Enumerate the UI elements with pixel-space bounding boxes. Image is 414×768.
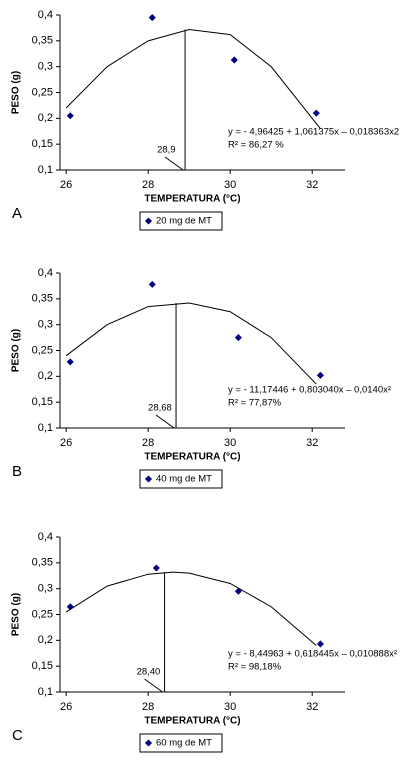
y-tick-label: 0,25 [32,86,53,98]
x-tick-label: 26 [60,179,72,191]
panel-label: C [12,727,23,744]
x-axis-label: TEMPERATURA (°C) [144,716,240,727]
y-axis-label: PESO (g) [11,593,22,636]
y-tick-label: 0,15 [32,396,53,408]
y-axis-label: PESO (g) [11,329,22,372]
data-point [148,14,156,22]
y-tick-label: 0,4 [38,531,53,543]
y-tick-label: 0,15 [32,660,53,672]
panel-label: B [12,463,22,480]
x-tick-label: 28 [142,179,154,191]
equation: R² = 98,18% [228,662,282,673]
x-tick-label: 30 [224,437,236,449]
legend-box [139,469,223,489]
optimum-label: 28,68 [148,403,172,414]
y-tick-label: 0,35 [32,293,53,305]
legend-label: 20 mg de MT [156,216,212,227]
panel: 0,1 0,15 0,2 0,25 0,3 0,35 0,4 26 28 30 32 PESO (g)… [11,9,399,231]
x-tick-label: 26 [60,701,72,713]
y-tick-label: 0,1 [38,422,53,434]
legend-marker [144,739,153,747]
panel-label: A [12,205,22,222]
legend-marker [144,217,153,225]
equation: y = - 8,44963 + 0,618445x – 0,010888x² [228,649,397,660]
equation: R² = 77,87% [228,398,282,409]
x-tick-label: 30 [224,701,236,713]
x-tick-label: 30 [224,179,236,191]
fit-curve [65,28,321,129]
y-axis-label: PESO (g) [11,71,22,114]
y-tick-label: 0,2 [38,370,53,382]
data-point [152,564,160,572]
x-tick-label: 32 [306,701,318,713]
panel: 0,1 0,15 0,2 0,25 0,3 0,35 0,4 26 28 30 32 PESO (g)… [11,267,391,489]
data-point [66,112,74,120]
optimum-label: 28,9 [157,145,176,156]
x-axis-label: TEMPERATURA (°C) [144,452,240,463]
equation: y = - 11,17446 + 0,803040x – 0,0140x² [228,385,391,396]
y-tick-label: 0,2 [38,112,53,124]
fit-curve [65,302,317,385]
data-point [66,603,74,611]
data-point [234,587,242,595]
x-tick-label: 28 [142,701,154,713]
y-tick-label: 0,3 [38,319,53,331]
y-tick-label: 0,4 [38,9,53,21]
y-tick-label: 0,2 [38,634,53,646]
y-tick-label: 0,35 [32,557,53,569]
x-tick-label: 26 [60,437,72,449]
data-point [316,371,324,379]
data-point [148,280,156,288]
y-tick-label: 0,35 [32,35,53,47]
y-tick-label: 0,15 [32,138,53,150]
x-tick-label: 28 [142,437,154,449]
y-tick-label: 0,3 [38,61,53,73]
data-point [312,109,320,117]
optimum-leader [144,678,163,693]
equation: y = - 4,96425 + 1,061375x – 0,018363x2 [228,127,399,138]
data-point [66,358,74,366]
legend-box [139,211,223,231]
optimum-label: 28,40 [137,667,161,678]
y-tick-label: 0,25 [32,608,53,620]
fit-curve [65,571,317,646]
y-tick-label: 0,1 [38,686,53,698]
data-point [230,56,238,64]
data-point [234,334,242,342]
data-point [316,640,324,648]
y-tick-label: 0,4 [38,267,53,279]
x-tick-label: 32 [306,179,318,191]
legend-box [139,733,223,753]
equation: R² = 86,27 % [228,140,284,151]
optimum-leader [155,414,175,429]
x-tick-label: 32 [306,437,318,449]
y-tick-label: 0,25 [32,344,53,356]
legend-label: 60 mg de MT [156,738,212,749]
panel: 0,1 0,15 0,2 0,25 0,3 0,35 0,4 26 28 30 32 PESO (g)… [11,531,397,753]
y-tick-label: 0,3 [38,583,53,595]
y-tick-label: 0,1 [38,164,53,176]
legend-label: 40 mg de MT [156,474,212,485]
optimum-leader [164,156,184,171]
legend-marker [144,475,153,483]
x-axis-label: TEMPERATURA (°C) [144,194,240,205]
